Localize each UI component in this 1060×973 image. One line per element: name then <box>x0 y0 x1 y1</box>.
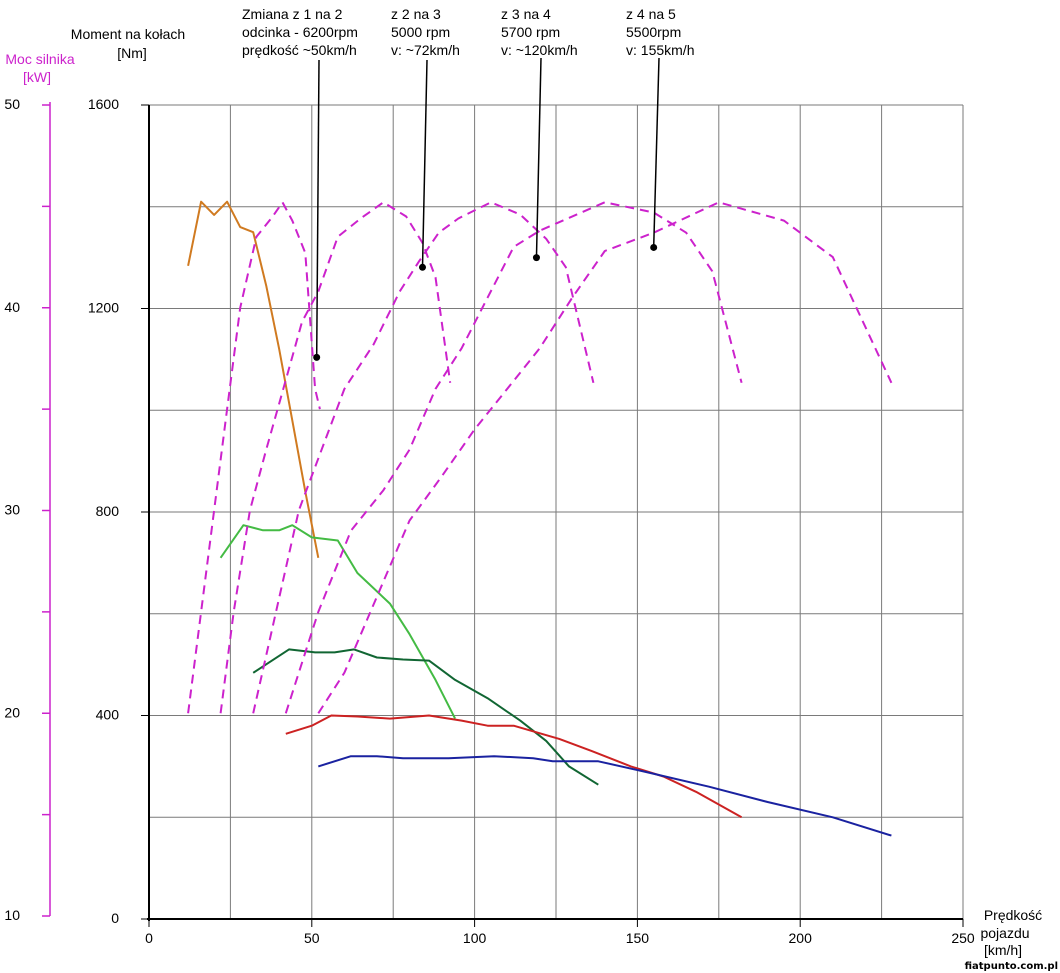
annotation-leader <box>421 59 428 268</box>
annotation-text: v: 155km/h <box>626 42 694 58</box>
annotation-leader <box>315 59 320 358</box>
x-tick-label: 50 <box>304 930 320 946</box>
x-tick-label: 100 <box>463 930 487 946</box>
torque-curve-2 <box>219 524 456 720</box>
xlabel-line-3: [km/h] <box>984 942 1022 958</box>
series-group <box>187 200 893 837</box>
annotation-text: 5500rpm <box>626 24 681 40</box>
axis-labels: Moment na kołach [Nm] Moc silnika [kW] P… <box>5 26 1058 972</box>
power-label-line-1: Moc silnika <box>5 51 74 67</box>
power-tick-label: 20 <box>4 704 20 720</box>
power-curve-8 <box>252 201 595 714</box>
ylabel-line-1: Moment na kołach <box>71 26 185 42</box>
power-curve-10 <box>317 201 893 714</box>
y-tick-label: 1200 <box>88 300 119 316</box>
ylabel-line-2: [Nm] <box>117 45 147 61</box>
x-tick-label: 0 <box>145 930 153 946</box>
annotation-leader <box>652 57 660 248</box>
y-tick-label: 800 <box>96 503 120 519</box>
power-tick-label: 10 <box>4 907 20 923</box>
xlabel-line-2: pojazdu <box>980 925 1029 941</box>
y-tick-label: 1600 <box>88 96 119 112</box>
power-curve-9 <box>284 201 743 714</box>
annotation-text: z 4 na 5 <box>626 6 676 22</box>
x-tick-label: 150 <box>626 930 650 946</box>
torque-curve-5 <box>318 755 892 837</box>
annotation-text: 5000 rpm <box>391 24 450 40</box>
power-tick-label: 50 <box>4 96 20 112</box>
torque-curve-4 <box>285 714 743 819</box>
power-curve-6 <box>187 201 321 714</box>
power-curve-7 <box>219 201 452 714</box>
torque-curve-1 <box>187 200 320 558</box>
annotation-marker <box>650 243 658 251</box>
annotation-text: v: ~120km/h <box>501 42 578 58</box>
annotation-text: prędkość ~50km/h <box>242 42 357 58</box>
x-tick-label: 250 <box>951 930 975 946</box>
annotation-marker <box>313 353 321 361</box>
annotation-text: Zmiana z 1 na 2 <box>242 6 343 22</box>
power-label-line-2: [kW] <box>23 69 51 85</box>
axes: 0 400 800 1200 1600 0 50 100 150 200 250 10 20 30 40 50 <box>4 96 974 946</box>
xlabel-line-1: Prędkość <box>984 907 1042 923</box>
watermark: fiatpunto.com.pl <box>965 961 1058 972</box>
annotation-text: z 3 na 4 <box>501 6 551 22</box>
annotation-text: odcinka - 6200rpm <box>242 24 358 40</box>
power-tick-label: 30 <box>4 502 20 518</box>
annotation-text: z 2 na 3 <box>391 6 441 22</box>
x-tick-label: 200 <box>789 930 813 946</box>
power-tick-label: 40 <box>4 299 20 315</box>
annotation-marker <box>419 263 427 271</box>
annotation-marker <box>532 254 540 262</box>
annotation-leader <box>535 57 542 258</box>
annotations: Zmiana z 1 na 2 odcinka - 6200rpm prędkość… <box>242 6 694 361</box>
torque-curve-3 <box>252 648 599 786</box>
annotation-text: v: ~72km/h <box>391 42 460 58</box>
annotation-text: 5700 rpm <box>501 24 560 40</box>
y-tick-label: 0 <box>111 910 119 926</box>
y-tick-label: 400 <box>96 707 120 723</box>
grid <box>149 104 964 919</box>
